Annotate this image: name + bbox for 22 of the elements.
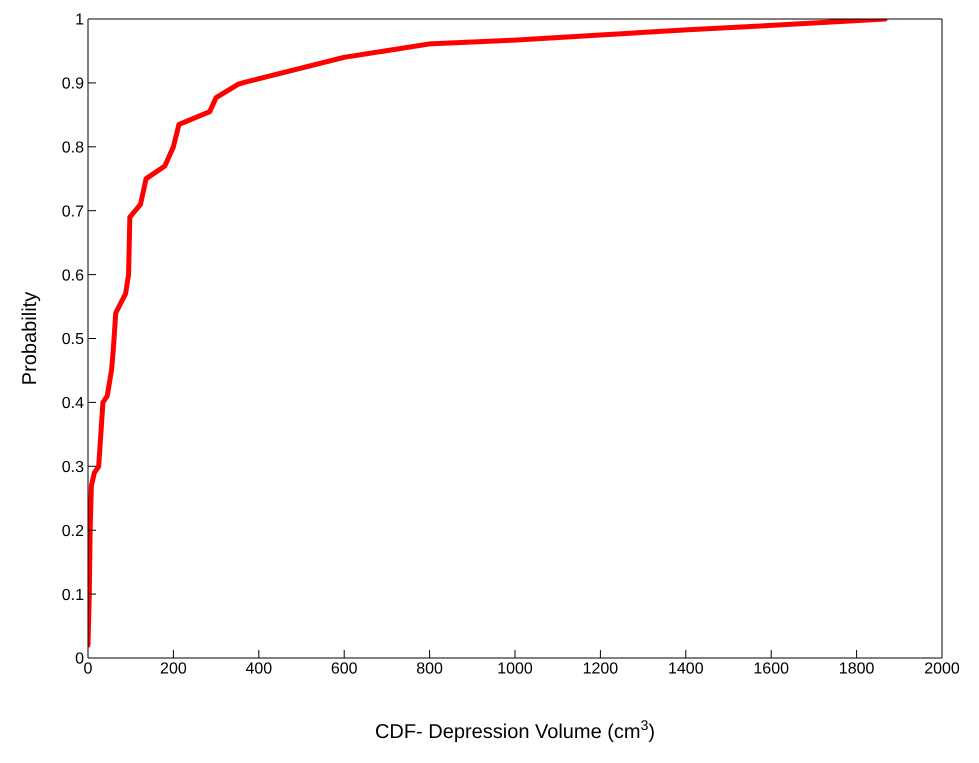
x-tick-label: 200	[160, 660, 187, 678]
y-tick-label: 0.2	[62, 522, 84, 540]
x-tick-label: 1200	[582, 660, 618, 678]
x-tick-label: 600	[330, 660, 358, 678]
x-tick-label: 2000	[924, 660, 960, 678]
y-tick-label: 0.1	[62, 586, 84, 604]
x-tick-label: 400	[245, 660, 272, 678]
y-tick-label: 0.7	[62, 203, 84, 220]
y-tick-label: 0.9	[62, 76, 84, 93]
y-tick-label: 1	[75, 12, 84, 29]
x-tick-label: 1000	[497, 660, 533, 678]
y-axis-title: Probability	[19, 292, 41, 386]
x-tick-label: 1400	[668, 660, 704, 678]
y-tick-label: 0.8	[62, 139, 84, 156]
y-tick-label: 0.4	[62, 395, 84, 412]
x-axis-title: CDF- Depression Volume (cm$^{3}$)	[374, 717, 656, 743]
y-tick-label: 0.5	[62, 331, 84, 348]
x-tick-label: 1600	[753, 660, 790, 678]
y-tick-label: 0.6	[62, 267, 84, 284]
y-tick-label: 0.3	[62, 458, 84, 476]
x-tick-label: 1800	[838, 660, 874, 678]
x-tick-label: 800	[416, 660, 444, 678]
